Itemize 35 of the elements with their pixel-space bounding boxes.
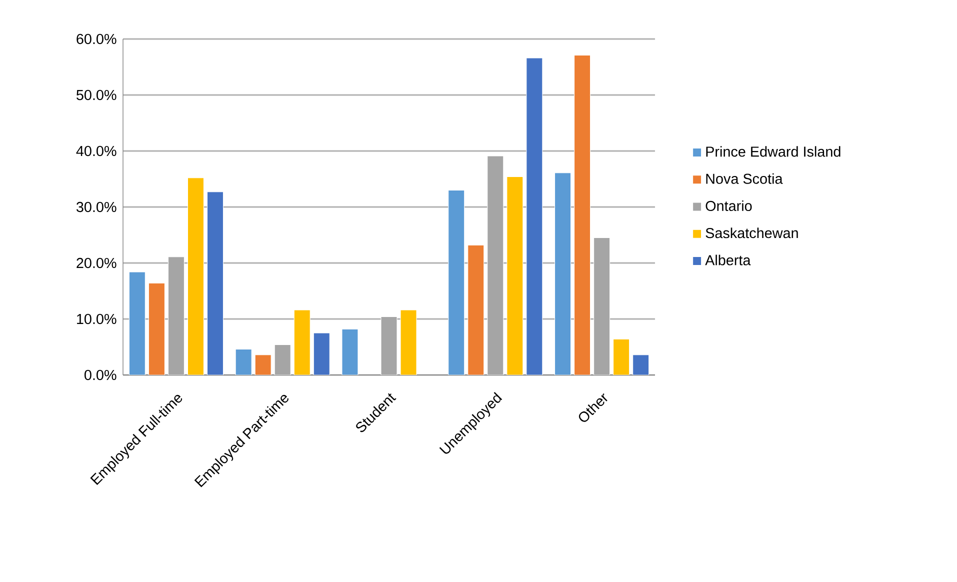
bar xyxy=(400,310,417,375)
bar xyxy=(632,354,650,375)
bar xyxy=(313,332,330,375)
y-tick-label: 0.0% xyxy=(84,370,116,380)
y-tick-label: 50.0% xyxy=(76,90,116,100)
bar xyxy=(574,54,591,375)
bar xyxy=(342,328,358,375)
bar xyxy=(613,338,630,375)
bar xyxy=(506,176,524,375)
legend-label: Ontario xyxy=(706,200,752,212)
bar xyxy=(235,348,252,375)
bar xyxy=(274,344,291,375)
bar xyxy=(148,282,165,375)
y-tick-label: 60.0% xyxy=(76,34,116,44)
bar xyxy=(448,190,465,375)
bar xyxy=(487,156,504,375)
legend-label: Alberta xyxy=(705,254,751,266)
bar xyxy=(526,58,543,375)
bar xyxy=(294,310,310,375)
bar xyxy=(594,238,610,375)
y-tick-label: 30.0% xyxy=(76,202,116,212)
bar xyxy=(554,172,572,375)
legend-label: Nova Scotia xyxy=(706,173,783,184)
bar xyxy=(380,316,398,375)
bar xyxy=(128,272,146,375)
legend-label: Saskatchewan xyxy=(706,228,798,238)
bar xyxy=(254,354,272,375)
legend-label: Prince Edward Island xyxy=(706,146,840,157)
bar xyxy=(168,256,184,375)
bar xyxy=(468,244,484,375)
bar xyxy=(206,192,224,375)
y-tick-label: 10.0% xyxy=(77,314,116,324)
bar xyxy=(187,178,204,375)
y-tick-label: 40.0% xyxy=(76,146,116,156)
y-tick-label: 20.0% xyxy=(76,258,116,268)
